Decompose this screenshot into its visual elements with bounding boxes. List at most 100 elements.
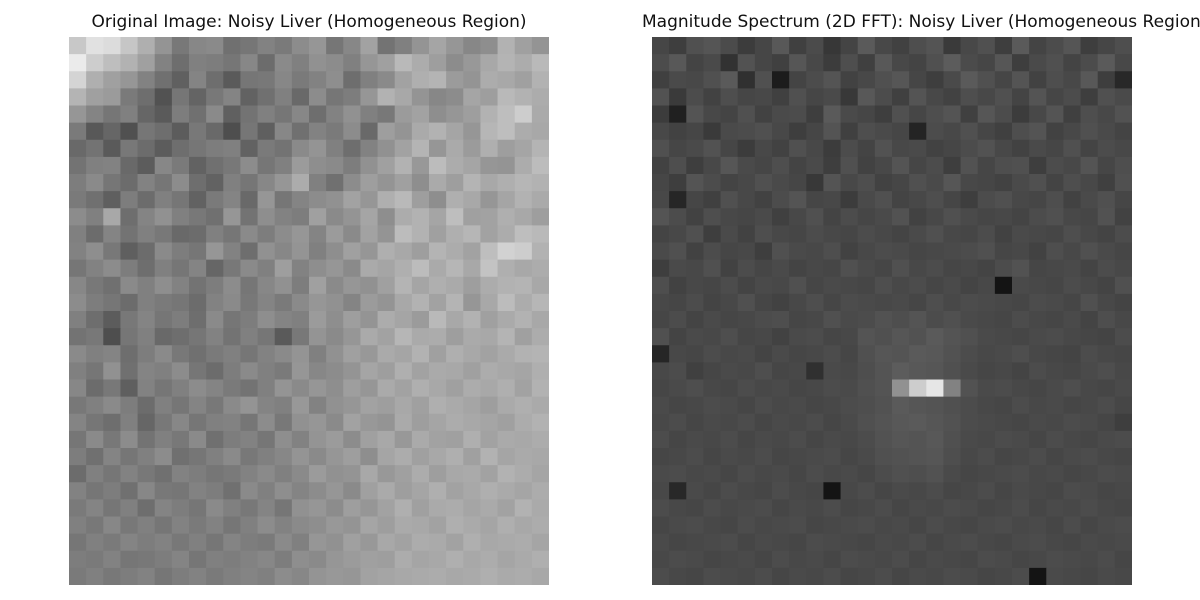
magnitude-spectrum-cell <box>909 37 927 55</box>
original-image-cell <box>309 105 327 124</box>
magnitude-spectrum-cell <box>1012 516 1030 535</box>
original-image-cell <box>394 533 413 552</box>
original-image-cell <box>514 379 533 398</box>
original-image-cell <box>291 259 310 278</box>
magnitude-spectrum-cell <box>1114 516 1132 535</box>
magnitude-spectrum-cell <box>703 533 722 552</box>
original-image-cell <box>497 328 516 346</box>
magnitude-spectrum-cell <box>1097 533 1116 552</box>
magnitude-spectrum-cell <box>840 345 859 363</box>
magnitude-spectrum-cell <box>909 54 927 72</box>
original-image-cell <box>154 516 173 535</box>
magnitude-spectrum-cell <box>994 396 1013 415</box>
original-image-cell <box>326 174 344 192</box>
magnitude-spectrum-cell <box>874 122 893 141</box>
original-image-cell <box>360 105 379 124</box>
original-image-cell <box>189 242 207 261</box>
magnitude-spectrum-cell <box>1080 328 1099 346</box>
original-image-cell <box>257 345 276 363</box>
magnitude-spectrum-cell <box>772 465 790 483</box>
original-image-cell <box>497 516 516 535</box>
magnitude-spectrum-cell <box>1063 208 1082 226</box>
original-image-cell <box>446 379 464 398</box>
magnitude-spectrum-cell <box>1029 105 1047 124</box>
original-image-cell <box>240 191 259 209</box>
original-image-cell <box>514 71 533 89</box>
original-image-cell <box>103 37 122 55</box>
original-image-cell <box>171 88 190 107</box>
magnitude-spectrum-cell <box>686 122 705 141</box>
magnitude-spectrum-cell <box>1046 516 1065 535</box>
original-image-cell <box>257 259 276 278</box>
original-image-cell <box>360 482 379 500</box>
magnitude-spectrum-cell <box>909 293 927 312</box>
original-image-cell <box>291 139 310 158</box>
original-image-cell <box>274 88 293 107</box>
original-image-cell <box>171 345 190 363</box>
original-image-cell <box>274 156 293 175</box>
magnitude-spectrum-cell <box>686 156 705 175</box>
magnitude-spectrum-cell <box>943 465 962 483</box>
original-image-cell <box>154 328 173 346</box>
original-image-cell <box>274 54 293 72</box>
magnitude-spectrum-cell <box>840 259 859 278</box>
magnitude-spectrum-cell <box>686 345 705 363</box>
original-image-cell <box>309 567 327 585</box>
magnitude-spectrum-cell <box>686 54 705 72</box>
magnitude-spectrum-cell <box>926 328 945 346</box>
magnitude-spectrum-cell <box>720 191 739 209</box>
magnitude-spectrum-cell <box>652 174 670 192</box>
original-image-cell <box>154 499 173 518</box>
original-image-cell <box>86 311 104 329</box>
original-image-cell <box>446 225 464 244</box>
original-image-cell <box>291 122 310 141</box>
magnitude-spectrum-cell <box>1046 71 1065 89</box>
magnitude-spectrum-cell <box>857 259 876 278</box>
magnitude-spectrum-cell <box>1080 293 1099 312</box>
magnitude-spectrum-cell <box>874 567 893 585</box>
original-image-cell <box>274 516 293 535</box>
original-image-cell <box>463 448 482 466</box>
original-image-cell <box>171 105 190 124</box>
magnitude-spectrum-cell <box>823 71 842 89</box>
magnitude-spectrum-cell <box>1012 311 1030 329</box>
original-image-cell <box>257 71 276 89</box>
magnitude-spectrum-cell <box>754 37 773 55</box>
original-image-cell <box>497 293 516 312</box>
magnitude-spectrum-cell <box>943 54 962 72</box>
magnitude-spectrum-cell <box>823 156 842 175</box>
original-image-cell <box>120 139 139 158</box>
original-image-cell <box>480 54 499 72</box>
magnitude-spectrum-cell <box>1063 259 1082 278</box>
original-image-cell <box>514 191 533 209</box>
original-image-cell <box>171 208 190 226</box>
magnitude-spectrum-cell <box>840 482 859 500</box>
magnitude-spectrum-cell <box>772 259 790 278</box>
original-image-cell <box>429 499 447 518</box>
magnitude-spectrum-cell <box>806 139 825 158</box>
original-image-cell <box>514 430 533 449</box>
magnitude-spectrum-cell <box>857 225 876 244</box>
magnitude-spectrum-cell <box>1046 259 1065 278</box>
magnitude-spectrum-cell <box>686 413 705 432</box>
original-image-cell <box>103 482 122 500</box>
original-image-cell <box>394 156 413 175</box>
original-image-cell <box>206 413 224 432</box>
original-image-cell <box>446 499 464 518</box>
magnitude-spectrum-cell <box>772 242 790 261</box>
magnitude-spectrum-cell <box>1063 328 1082 346</box>
magnitude-spectrum-cell <box>943 174 962 192</box>
magnitude-spectrum-cell <box>1097 499 1116 518</box>
original-image-cell <box>360 191 379 209</box>
original-image-cell <box>137 430 156 449</box>
original-image-cell <box>429 122 447 141</box>
magnitude-spectrum-cell <box>754 293 773 312</box>
magnitude-spectrum-cell <box>943 37 962 55</box>
magnitude-spectrum-cell <box>857 430 876 449</box>
magnitude-spectrum-cell <box>994 105 1013 124</box>
magnitude-spectrum-cell <box>806 276 825 295</box>
magnitude-spectrum-cell <box>1097 259 1116 278</box>
magnitude-spectrum-cell <box>686 293 705 312</box>
magnitude-spectrum-cell <box>840 54 859 72</box>
original-image-cell <box>137 276 156 295</box>
